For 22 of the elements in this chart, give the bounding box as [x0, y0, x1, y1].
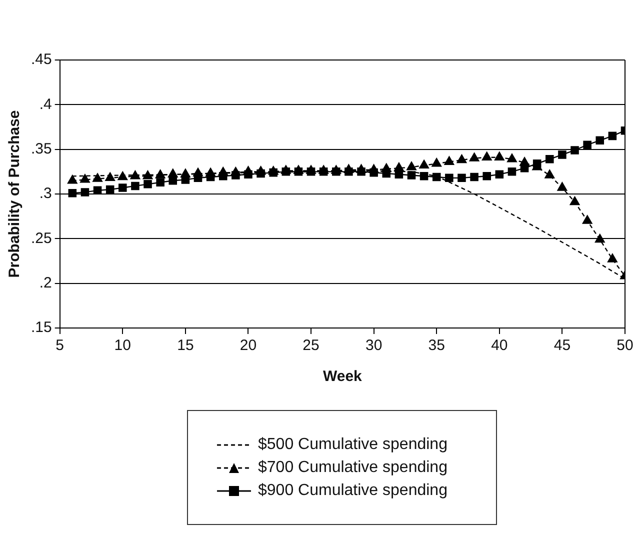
x-tick-label: 45 — [554, 337, 571, 354]
x-tick-label: 30 — [365, 337, 382, 354]
x-axis-title: Week — [322, 368, 363, 386]
legend-label: $500 Cumulative spending — [258, 436, 448, 454]
y-tick-label: .35 — [30, 140, 52, 158]
y-axis-title: Probability of Purchase — [6, 110, 24, 278]
x-tick-label: 25 — [302, 337, 320, 354]
legend-label: $700 Cumulative spending — [258, 458, 448, 476]
x-tick-label: 40 — [491, 337, 508, 354]
x-tick-label: 50 — [616, 337, 634, 354]
x-tick-label: 15 — [177, 337, 194, 354]
legend-label: $900 Cumulative spending — [258, 482, 448, 500]
y-tick-label: .3 — [39, 185, 52, 202]
x-tick-label: 20 — [240, 337, 257, 354]
x-tick-label: 10 — [114, 337, 131, 354]
x-tick-label: 5 — [56, 337, 64, 354]
x-tick-label: 35 — [428, 337, 445, 354]
y-tick-label: .4 — [39, 96, 52, 113]
y-tick-label: .15 — [30, 319, 52, 336]
y-tick-label: .25 — [30, 230, 52, 247]
y-tick-label: .2 — [39, 274, 52, 292]
y-tick-label: .45 — [30, 51, 52, 68]
